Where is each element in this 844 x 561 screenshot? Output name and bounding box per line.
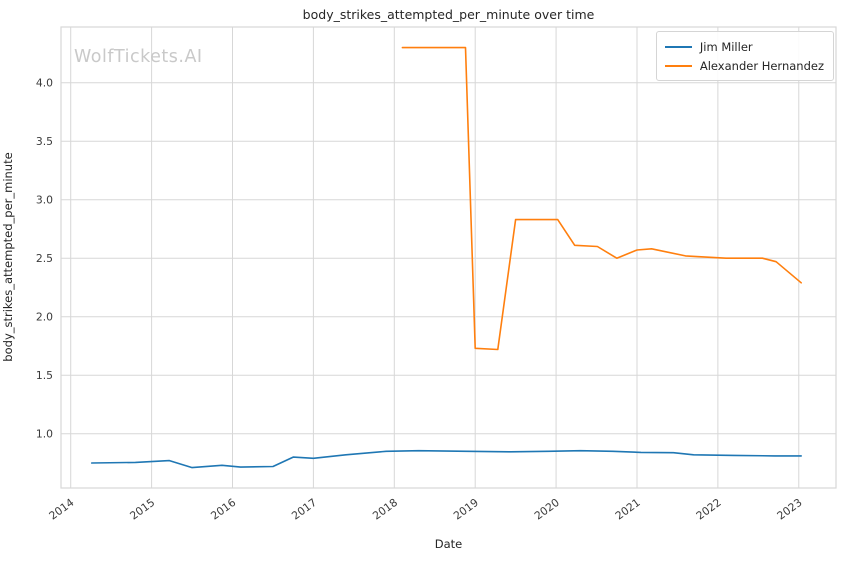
legend-line-sample-orange xyxy=(664,64,692,67)
y-tick-label: 3.0 xyxy=(36,193,53,206)
x-axis-label: Date xyxy=(434,537,463,551)
chart-title: body_strikes_attempted_per_minute over t… xyxy=(302,7,595,22)
x-tick-label: 2018 xyxy=(370,496,400,523)
x-tick-label: 2016 xyxy=(208,496,238,523)
y-tick-label: 2.5 xyxy=(36,252,53,265)
x-tick-label: 2020 xyxy=(532,496,562,523)
y-tick-label: 3.5 xyxy=(36,135,53,148)
plot-border xyxy=(60,26,837,489)
legend: Jim Miller Alexander Hernandez xyxy=(655,31,834,81)
x-tick-label: 2015 xyxy=(127,496,157,523)
x-tick-label: 2017 xyxy=(289,496,319,523)
legend-entry-alexander-hernandez: Alexander Hernandez xyxy=(664,56,824,75)
x-tick-label: 2019 xyxy=(451,496,481,523)
watermark: WolfTickets.AI xyxy=(74,47,203,67)
series-line-alexander-hernandez xyxy=(401,46,803,351)
x-tick-label: 2022 xyxy=(694,496,724,523)
y-axis-label: body_strikes_attempted_per_minute xyxy=(1,152,15,362)
legend-entry-jim-miller: Jim Miller xyxy=(664,37,824,56)
y-tick-label: 2.0 xyxy=(36,311,53,324)
legend-label-jim-miller: Jim Miller xyxy=(699,39,753,54)
x-tick-label: 2023 xyxy=(775,496,805,523)
y-tick-label: 1.0 xyxy=(36,428,53,441)
x-tick-label: 2014 xyxy=(47,496,77,523)
series-line-jim-miller xyxy=(90,449,803,469)
legend-label-alexander-hernandez: Alexander Hernandez xyxy=(699,58,824,73)
x-tick-label: 2021 xyxy=(613,496,643,523)
y-tick-label: 1.5 xyxy=(36,369,53,382)
legend-line-sample-blue xyxy=(664,45,692,48)
y-tick-label: 4.0 xyxy=(36,76,53,89)
